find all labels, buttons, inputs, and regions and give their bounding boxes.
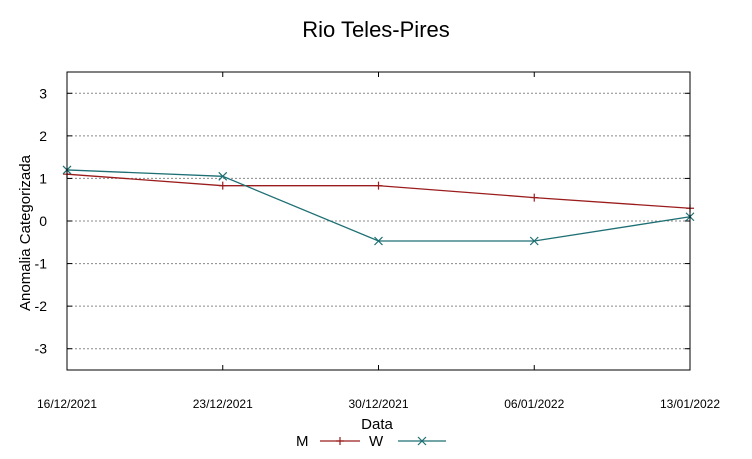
x-tick-label: 06/01/2022	[504, 397, 564, 411]
y-axis-label: Anomalia Categorizada	[17, 154, 34, 311]
series-lines	[62, 165, 695, 246]
grid-lines	[67, 92, 690, 350]
data-point-marker	[529, 236, 539, 246]
data-point-marker	[530, 193, 539, 202]
y-tick-label: 1	[39, 170, 47, 186]
series-M	[63, 170, 694, 213]
data-point-marker	[336, 437, 344, 445]
y-tick-label: -3	[35, 341, 48, 357]
y-tick-label: 2	[39, 128, 47, 144]
legend-item: M	[296, 433, 360, 450]
series-line	[66, 173, 691, 209]
x-axis-label: Data	[361, 416, 393, 433]
x-tick-label: 13/01/2022	[660, 397, 720, 411]
series-W	[62, 165, 695, 246]
y-axis-ticks: 3 2 1 0 -1 -2 -3	[35, 85, 690, 357]
y-tick-label: 3	[39, 85, 47, 101]
data-point-marker	[374, 181, 383, 190]
data-point-marker	[417, 436, 427, 446]
legend-label: M	[296, 433, 309, 450]
x-tick-label: 30/12/2021	[348, 397, 408, 411]
chart-title: Rio Teles-Pires	[302, 17, 450, 42]
legend-item: W	[369, 433, 446, 450]
plot-frame	[66, 71, 691, 371]
legend-label: W	[369, 433, 384, 450]
y-tick-label: -1	[35, 256, 48, 272]
y-tick-label: 0	[39, 213, 47, 229]
y-tick-label: -2	[35, 298, 48, 314]
data-point-marker	[218, 181, 227, 190]
x-tick-label: 16/12/2021	[37, 397, 97, 411]
data-point-marker	[218, 171, 228, 181]
x-tick-label: 23/12/2021	[193, 397, 253, 411]
data-point-marker	[374, 236, 383, 246]
x-axis-ticks: 16/12/2021 23/12/2021 30/12/2021 06/01/2022…	[37, 72, 720, 411]
